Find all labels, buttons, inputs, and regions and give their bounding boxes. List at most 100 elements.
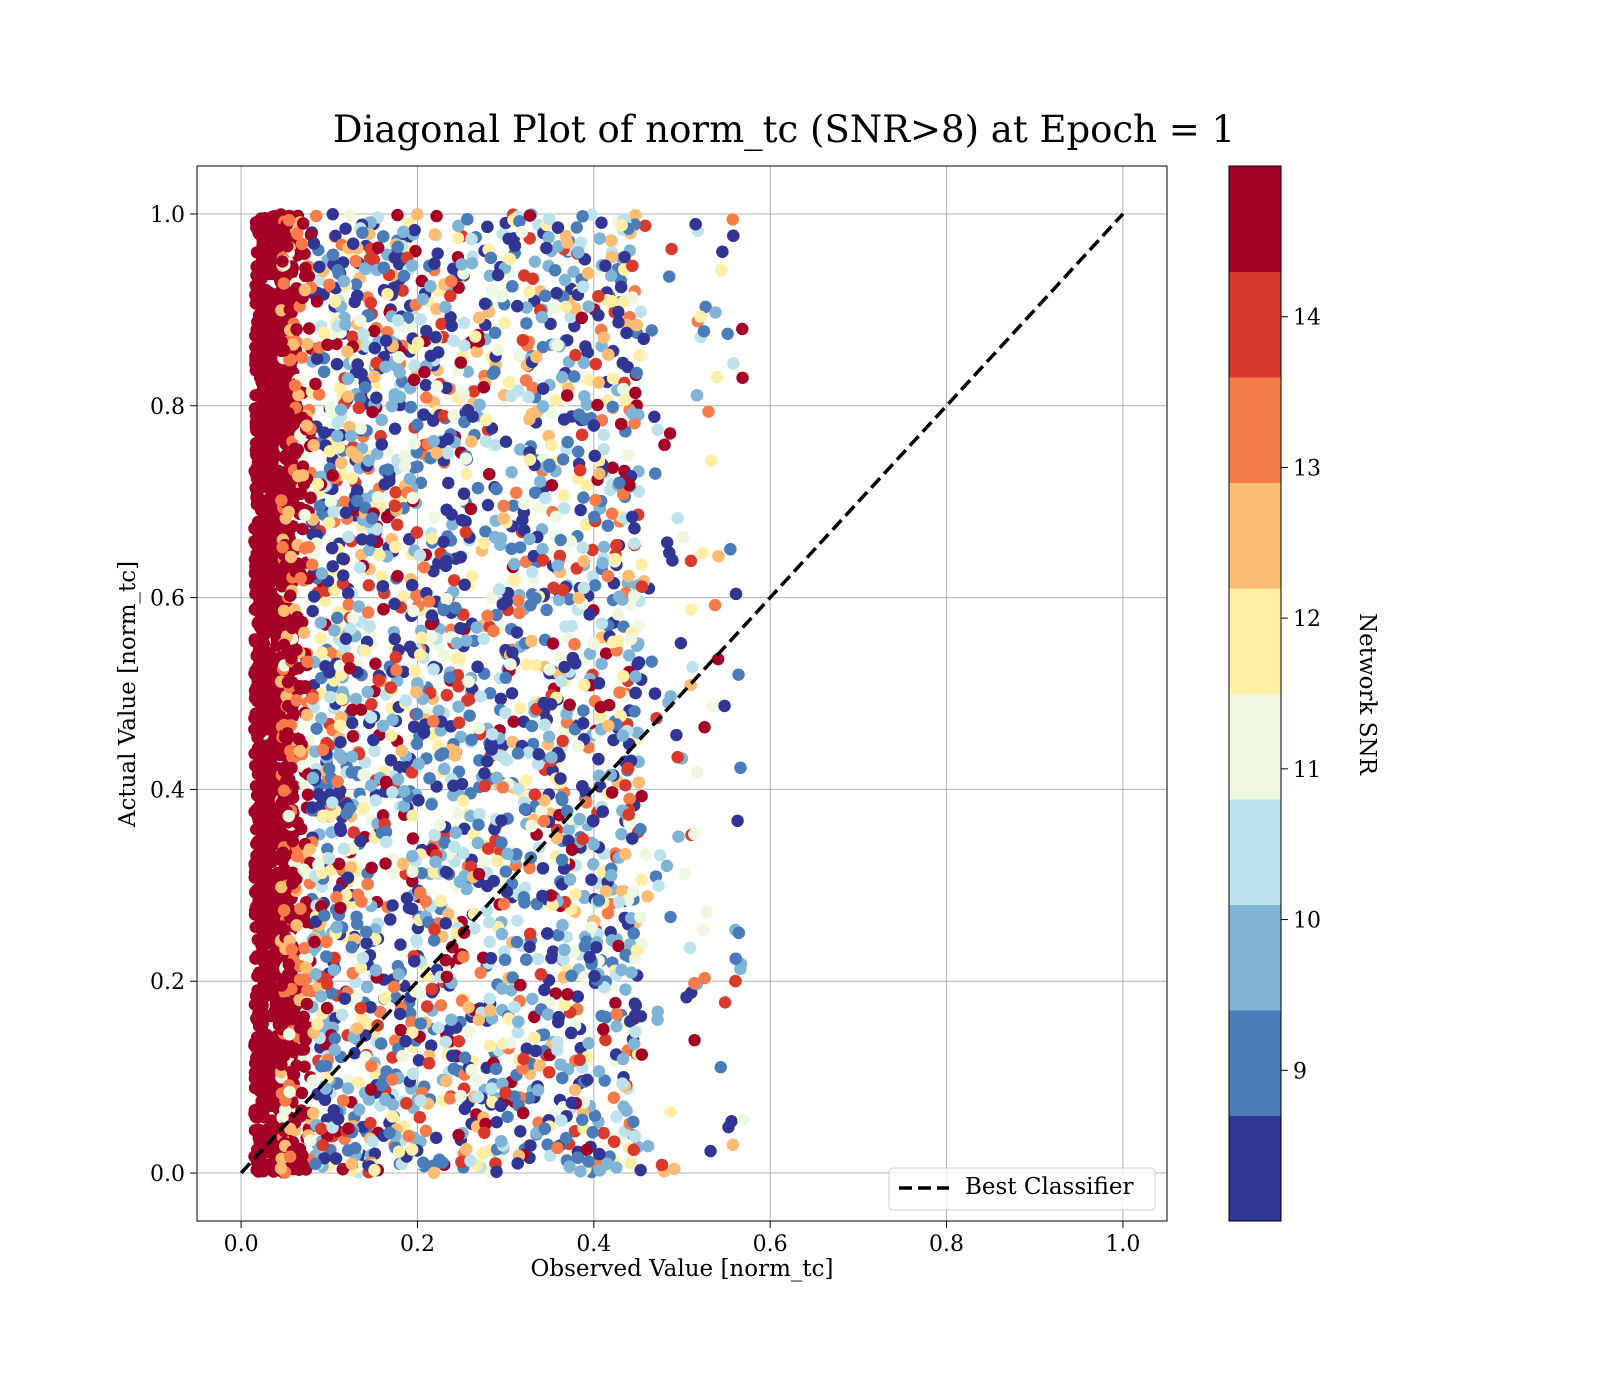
scatter-point [451, 231, 465, 245]
scatter-point [651, 1013, 664, 1026]
scatter-point [447, 1062, 461, 1075]
scatter-point [431, 247, 444, 260]
scatter-point [674, 636, 688, 650]
scatter-point [503, 252, 517, 266]
scatter-point [397, 784, 411, 798]
scatter-point [628, 537, 641, 550]
scatter-point [629, 209, 642, 222]
scatter-point [491, 343, 504, 356]
scatter-point [429, 331, 442, 344]
plot-area: 0.0 0.2 0.4 0.6 0.8 1.0 0.00.20.40.60.81.0 [150, 165, 1168, 1257]
scatter-point [570, 221, 583, 234]
scatter-point [534, 475, 547, 488]
scatter-point [402, 1129, 415, 1143]
scatter-point [254, 1107, 268, 1121]
scatter-point [346, 716, 359, 730]
scatter-point [326, 560, 339, 573]
chart-title: Diagonal Plot of norm_tc (SNR>8) at Epoc… [333, 108, 1235, 152]
scatter-point [401, 311, 415, 324]
scatter-point [572, 591, 585, 605]
scatter-point [265, 574, 279, 588]
scatter-point [588, 510, 601, 524]
scatter-point [477, 537, 491, 550]
scatter-point [291, 610, 304, 624]
scatter-point [668, 1162, 681, 1176]
scatter-point [427, 865, 440, 879]
scatter-point [512, 594, 525, 607]
scatter-point [354, 703, 368, 716]
scatter-point [538, 794, 551, 807]
scatter-point [615, 885, 629, 898]
scatter-point [388, 597, 401, 611]
scatter-point [388, 632, 401, 646]
scatter-point [628, 997, 642, 1010]
scatter-point [345, 472, 358, 485]
scatter-point [349, 692, 363, 706]
scatter-point [283, 303, 296, 316]
scatter-point [533, 1059, 547, 1072]
scatter-point [425, 630, 439, 643]
scatter-point [396, 590, 410, 604]
scatter-point [591, 398, 604, 412]
scatter-point [510, 626, 524, 639]
scatter-point [358, 644, 372, 658]
scatter-point [660, 536, 674, 549]
scatter-point [440, 1074, 453, 1088]
scatter-point [255, 851, 268, 865]
scatter-point [653, 848, 667, 862]
scatter-point [544, 317, 557, 331]
scatter-point [607, 1091, 621, 1104]
scatter-point [680, 990, 693, 1004]
scatter-point [419, 1124, 433, 1138]
scatter-point [266, 1077, 280, 1090]
scatter-point [522, 390, 535, 404]
scatter-point [286, 866, 300, 880]
scatter-point [526, 992, 539, 1006]
scatter-point [612, 316, 625, 329]
scatter-point [547, 302, 561, 316]
scatter-point [605, 294, 619, 308]
scatter-point [460, 634, 473, 647]
scatter-point [587, 637, 600, 650]
scatter-point [260, 1088, 274, 1101]
scatter-point [549, 510, 563, 524]
scatter-point [688, 1033, 701, 1047]
scatter-point [255, 419, 269, 433]
scatter-point [310, 722, 323, 735]
scatter-point [315, 712, 328, 725]
scatter-point [536, 340, 550, 354]
scatter-point [320, 1001, 334, 1015]
scatter-point [567, 265, 580, 278]
scatter-point [365, 1059, 378, 1073]
scatter-point [559, 620, 572, 633]
scatter-point [506, 735, 519, 749]
scatter-point [652, 879, 665, 892]
scatter-point [528, 255, 542, 268]
scatter-point [478, 767, 491, 780]
scatter-point [510, 935, 524, 949]
scatter-point [260, 920, 274, 934]
scatter-point [263, 1063, 276, 1077]
scatter-point [296, 460, 310, 473]
scatter-point [540, 603, 553, 617]
scatter-point [465, 569, 479, 583]
scatter-point [366, 1135, 379, 1148]
scatter-point [338, 495, 351, 509]
scatter-point [254, 644, 268, 657]
scatter-point [501, 1110, 514, 1124]
scatter-point [263, 446, 277, 459]
scatter-point [301, 337, 314, 351]
scatter-point [337, 842, 350, 856]
scatter-point [522, 1091, 536, 1105]
scatter-point [474, 966, 487, 979]
scatter-point [597, 1126, 610, 1140]
scatter-point [542, 730, 556, 743]
scatter-point [274, 1037, 288, 1050]
scatter-point [408, 665, 422, 678]
scatter-point [684, 603, 698, 616]
scatter-point [275, 479, 289, 493]
scatter-point [425, 798, 438, 811]
scatter-point [467, 385, 481, 398]
scatter-point [565, 1026, 578, 1040]
scatter-point [447, 334, 460, 347]
